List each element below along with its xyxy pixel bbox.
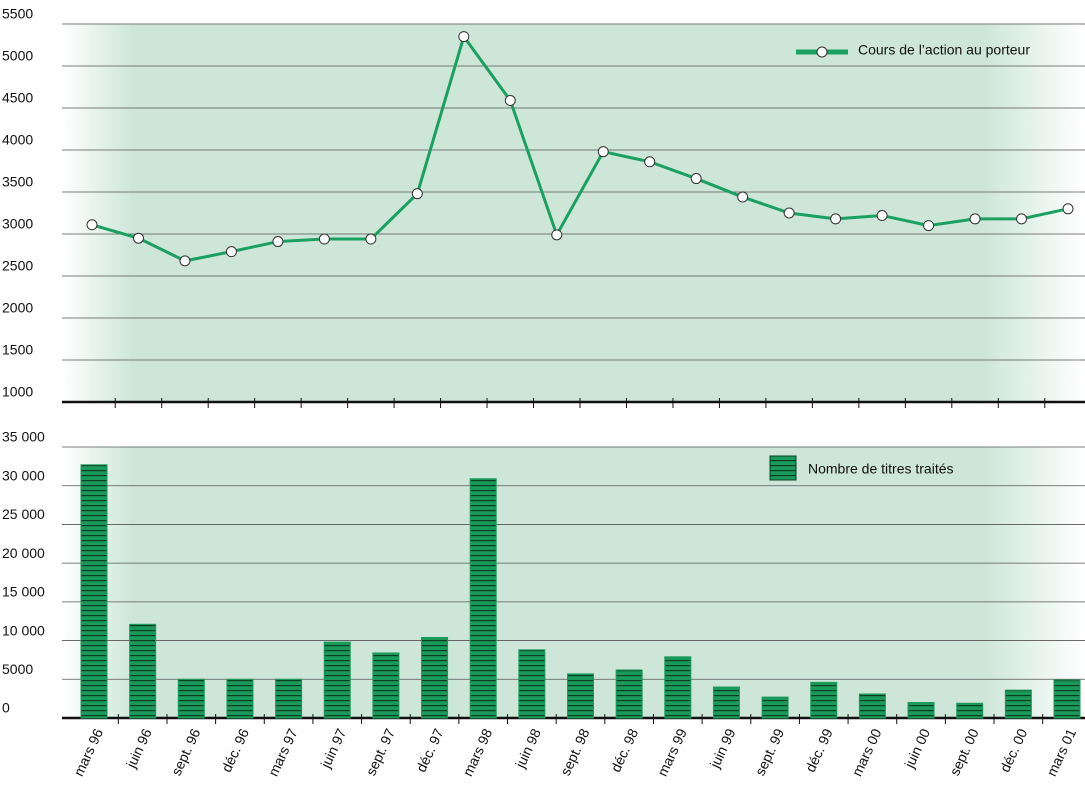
bar [226,678,254,719]
plot-background [62,447,1085,718]
bar [1053,679,1081,719]
point [551,229,563,241]
point [318,233,330,245]
y-tick-label: 15 000 [2,584,45,600]
y-tick-label: 5000 [2,661,33,677]
bar [810,681,838,719]
bar [907,702,935,719]
y-tick-label: 4500 [2,90,33,106]
point [783,207,795,219]
bar [275,678,303,719]
x-tick-label: juin 98 [512,726,544,771]
x-tick-label: mars 99 [654,726,690,779]
y-tick-label: 3000 [2,216,33,232]
y-tick-label: 5000 [2,48,33,64]
x-tick-label: sept. 99 [752,726,788,778]
point [365,233,377,245]
y-tick-label: 1000 [2,384,33,400]
x-tick-label: déc. 98 [607,726,641,775]
bar [80,464,108,719]
bar [858,693,886,719]
y-tick-label: 30 000 [2,467,45,483]
y-tick-label: 3500 [2,174,33,190]
point [923,220,935,232]
point [504,94,516,106]
y-tick-label: 4000 [2,132,33,148]
bar [518,649,546,719]
y-tick-label: 1500 [2,342,33,358]
y-tick-label: 2500 [2,258,33,274]
y-tick-label: 20 000 [2,545,45,561]
x-tick-label: déc. 96 [218,726,252,775]
line-series [91,33,1069,263]
point [458,31,470,43]
x-tick-label: juin 96 [122,726,154,771]
bar [177,678,205,719]
x-tick-label: mars 97 [265,726,301,779]
x-tick-label: sept. 96 [168,726,204,778]
bar [956,702,984,719]
bar [761,696,789,719]
x-tick-label: mars 00 [849,726,885,779]
y-tick-label: 5500 [2,6,33,22]
y-tick-label: 0 [2,700,10,716]
point [86,219,98,231]
y-tick-label: 10 000 [2,622,45,638]
x-tick-label: mars 98 [459,726,495,779]
point [690,173,702,185]
point [1016,213,1028,225]
x-tick-label: déc. 97 [413,726,447,775]
x-tick-label: juin 97 [317,726,349,771]
point [644,156,656,168]
x-tick-label: sept. 98 [557,726,593,778]
x-tick-label: déc. 99 [802,726,836,775]
legend-marker [816,46,828,58]
point [969,213,981,225]
x-tick-label: mars 96 [70,726,106,779]
y-tick-label: 2000 [2,300,33,316]
plot-background [62,24,1085,402]
bar [469,478,497,719]
bar [372,652,400,719]
x-tick-label: juin 99 [706,726,738,771]
point [411,188,423,200]
point [1062,203,1074,215]
bar [1004,689,1032,719]
x-tick-label: sept. 00 [946,726,982,778]
bar [567,673,594,719]
x-tick-label: juin 00 [901,726,933,771]
bar [421,636,449,719]
x-tick-label: mars 01 [1043,726,1079,779]
point [737,191,749,203]
legend-label: Cours de l’action au porteur [858,42,1030,58]
legend-label: Nombre de titres traités [808,461,954,477]
point [132,232,144,244]
point [225,246,237,258]
legend-swatch [769,455,797,481]
point [272,236,284,248]
point [597,146,609,158]
bar [615,669,643,719]
point [876,210,888,222]
bar [129,623,157,719]
x-tick-label: sept. 97 [362,726,398,778]
point [830,213,842,225]
y-tick-label: 25 000 [2,506,45,522]
bar [323,641,351,719]
y-tick-label: 35 000 [2,429,45,445]
x-tick-label: déc. 00 [997,726,1031,775]
bar [712,686,740,719]
bar [664,656,692,719]
point [179,255,191,267]
